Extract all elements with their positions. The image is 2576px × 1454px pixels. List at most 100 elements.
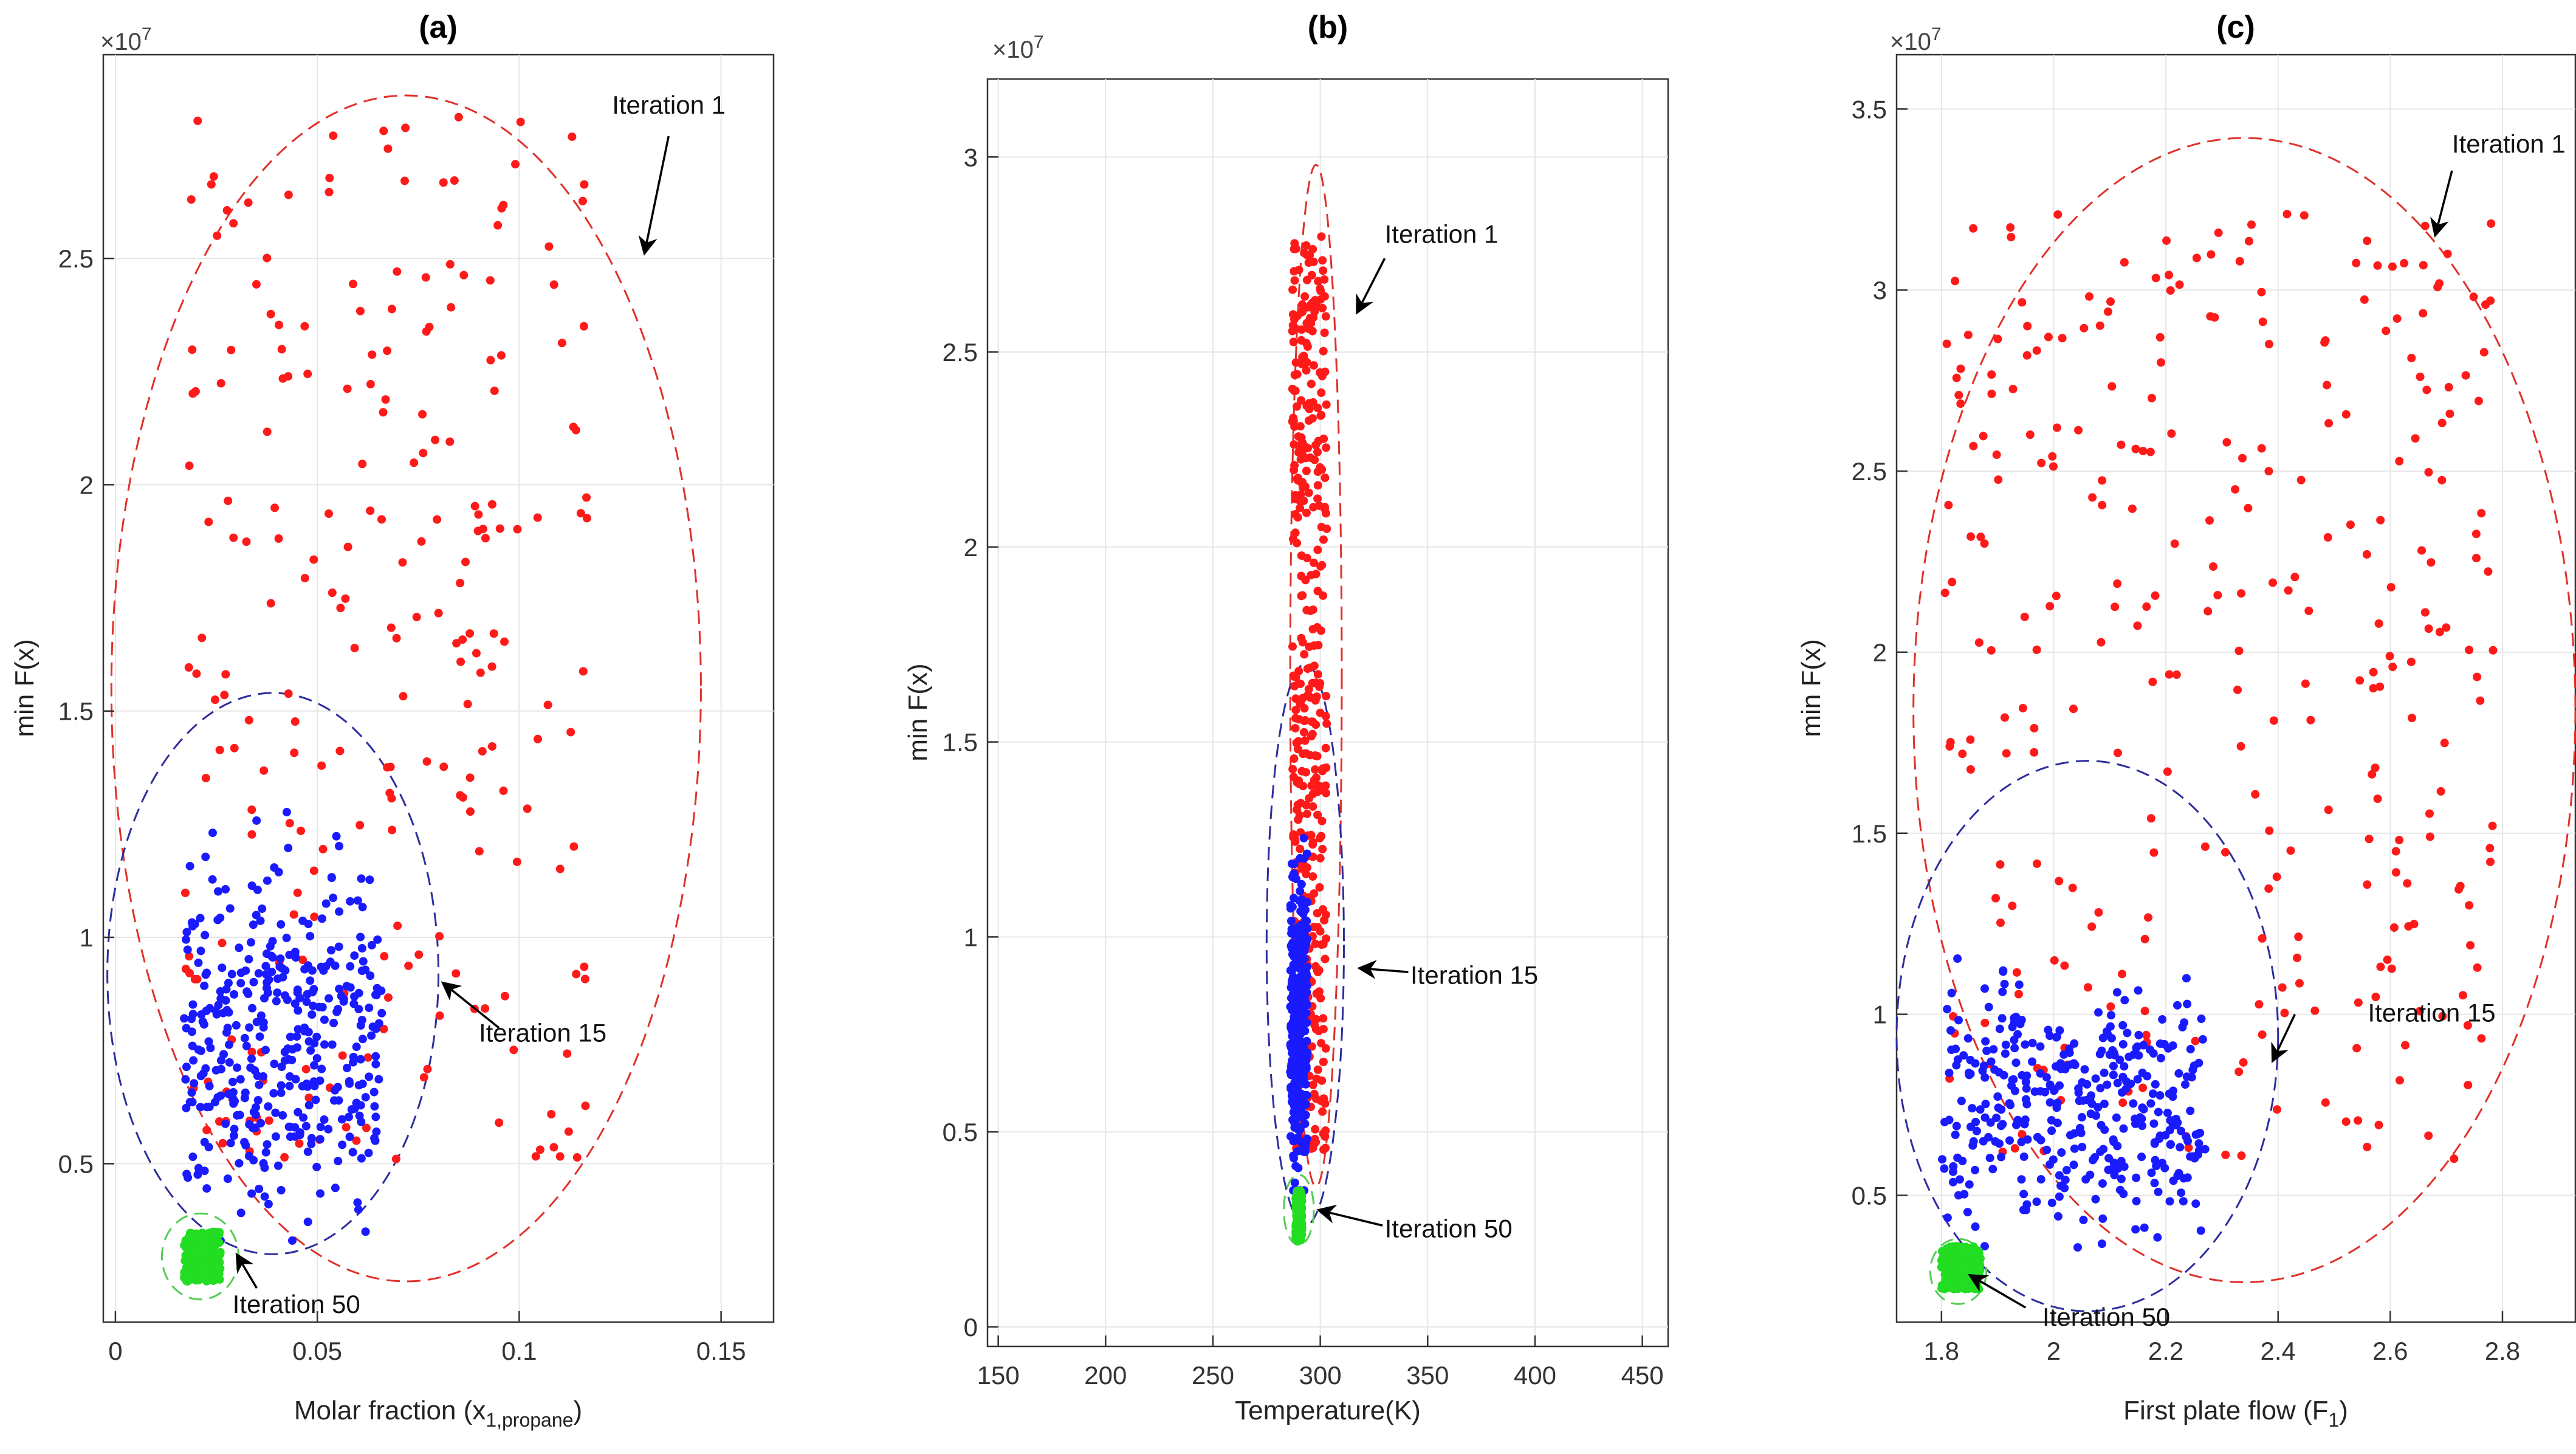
point-iteration-15: [2109, 1061, 2118, 1070]
point-iteration-15: [2169, 1176, 2178, 1185]
x-tick-label: 0.05: [292, 1337, 342, 1365]
annotation-arrow: [1968, 1273, 2027, 1309]
ellipse-iteration-50: [1929, 1238, 1988, 1305]
point-iteration-1: [579, 667, 588, 676]
point-iteration-1: [2404, 922, 2413, 931]
point-iteration-1: [1319, 266, 1328, 275]
point-iteration-15: [1296, 887, 1305, 896]
point-iteration-15: [2150, 1138, 2159, 1147]
point-iteration-1: [2006, 223, 2015, 232]
point-iteration-1: [297, 826, 306, 835]
point-iteration-15: [226, 1139, 235, 1148]
point-iteration-1: [204, 517, 213, 526]
point-iteration-1: [495, 1118, 504, 1127]
point-iteration-50: [1296, 1187, 1305, 1196]
point-iteration-15: [371, 1052, 380, 1061]
point-iteration-15: [1968, 1104, 1977, 1113]
y-multiplier-a: ×107: [100, 24, 152, 55]
point-iteration-15: [371, 1112, 380, 1122]
point-iteration-15: [2012, 1120, 2021, 1129]
point-iteration-15: [1951, 1044, 1960, 1053]
point-iteration-15: [276, 1088, 286, 1097]
point-iteration-15: [182, 928, 191, 937]
point-iteration-15: [225, 1040, 234, 1049]
point-iteration-15: [248, 1004, 257, 1013]
point-iteration-15: [224, 1008, 233, 1017]
point-iteration-1: [2352, 258, 2361, 267]
point-iteration-15: [1976, 1105, 1985, 1114]
y-axis-label-b: min F(x): [903, 663, 933, 761]
point-iteration-1: [1308, 838, 1317, 847]
point-iteration-15: [2010, 1086, 2019, 1095]
point-iteration-1: [1313, 923, 1322, 932]
point-iteration-1: [2205, 516, 2214, 525]
point-iteration-15: [200, 981, 209, 990]
point-iteration-1: [2376, 515, 2385, 525]
point-iteration-15: [2166, 1140, 2175, 1149]
point-iteration-15: [2158, 1015, 2167, 1024]
point-iteration-50: [1956, 1280, 1965, 1289]
point-iteration-1: [1317, 465, 1327, 474]
point-iteration-15: [200, 1166, 209, 1176]
point-iteration-1: [2323, 533, 2332, 542]
point-iteration-1: [2369, 667, 2378, 677]
point-iteration-15: [2096, 1084, 2105, 1093]
point-iteration-1: [456, 579, 465, 588]
point-iteration-1: [1996, 860, 2005, 869]
point-iteration-50: [1946, 1279, 1956, 1288]
y-tick-label: 1: [964, 923, 978, 951]
point-iteration-1: [2362, 550, 2371, 559]
point-iteration-1: [549, 1143, 558, 1152]
point-iteration-15: [343, 1063, 352, 1072]
x-tick-label: 2.8: [2485, 1337, 2520, 1365]
point-iteration-15: [312, 1032, 321, 1041]
x-tick-label: 1.8: [1924, 1337, 1959, 1365]
point-iteration-15: [352, 1042, 361, 1052]
point-iteration-15: [264, 1102, 273, 1111]
point-iteration-1: [445, 260, 455, 269]
point-iteration-1: [2032, 346, 2041, 355]
point-iteration-1: [355, 821, 365, 830]
point-iteration-15: [1302, 1100, 1311, 1109]
point-iteration-15: [2154, 1187, 2163, 1196]
point-iteration-15: [197, 1010, 206, 1019]
point-iteration-1: [289, 910, 298, 919]
point-iteration-15: [1984, 1002, 1993, 1011]
point-iteration-1: [1294, 679, 1303, 688]
point-iteration-1: [222, 206, 232, 215]
point-iteration-1: [1320, 292, 1329, 301]
point-iteration-1: [2149, 848, 2159, 857]
point-iteration-1: [1302, 466, 1311, 475]
point-iteration-1: [1320, 502, 1329, 511]
point-iteration-15: [263, 978, 272, 987]
point-iteration-1: [533, 513, 542, 522]
point-iteration-15: [2093, 1103, 2103, 1112]
point-iteration-1: [423, 1064, 432, 1073]
point-iteration-1: [193, 116, 202, 125]
point-iteration-15: [273, 1161, 283, 1170]
point-iteration-1: [2375, 682, 2385, 691]
point-iteration-15: [2069, 1160, 2078, 1170]
point-iteration-1: [1293, 370, 1302, 379]
point-iteration-1: [1293, 801, 1302, 810]
point-iteration-1: [366, 506, 375, 515]
point-iteration-1: [336, 604, 345, 613]
point-iteration-1: [2032, 859, 2041, 868]
point-iteration-15: [224, 979, 233, 988]
point-iteration-15: [2075, 1123, 2084, 1132]
point-iteration-1: [2420, 608, 2430, 617]
point-iteration-15: [2017, 1175, 2026, 1184]
point-iteration-1: [184, 663, 193, 672]
ticks-c: 1.8 2 2.2 2.4 2.6 2.8 0.5 1 1.5 2 2.5 3 3.5: [1852, 95, 2521, 1365]
point-iteration-15: [2107, 1033, 2116, 1042]
point-iteration-15: [1287, 859, 1296, 868]
point-iteration-1: [1980, 1018, 1990, 1027]
point-iteration-15: [2158, 1159, 2167, 1168]
point-iteration-1: [1291, 714, 1300, 723]
point-iteration-1: [2435, 627, 2444, 636]
point-iteration-15: [185, 861, 194, 870]
point-iteration-1: [399, 692, 408, 701]
point-iteration-1: [2098, 500, 2107, 509]
point-iteration-1: [2140, 934, 2149, 943]
point-iteration-15: [229, 1131, 238, 1140]
